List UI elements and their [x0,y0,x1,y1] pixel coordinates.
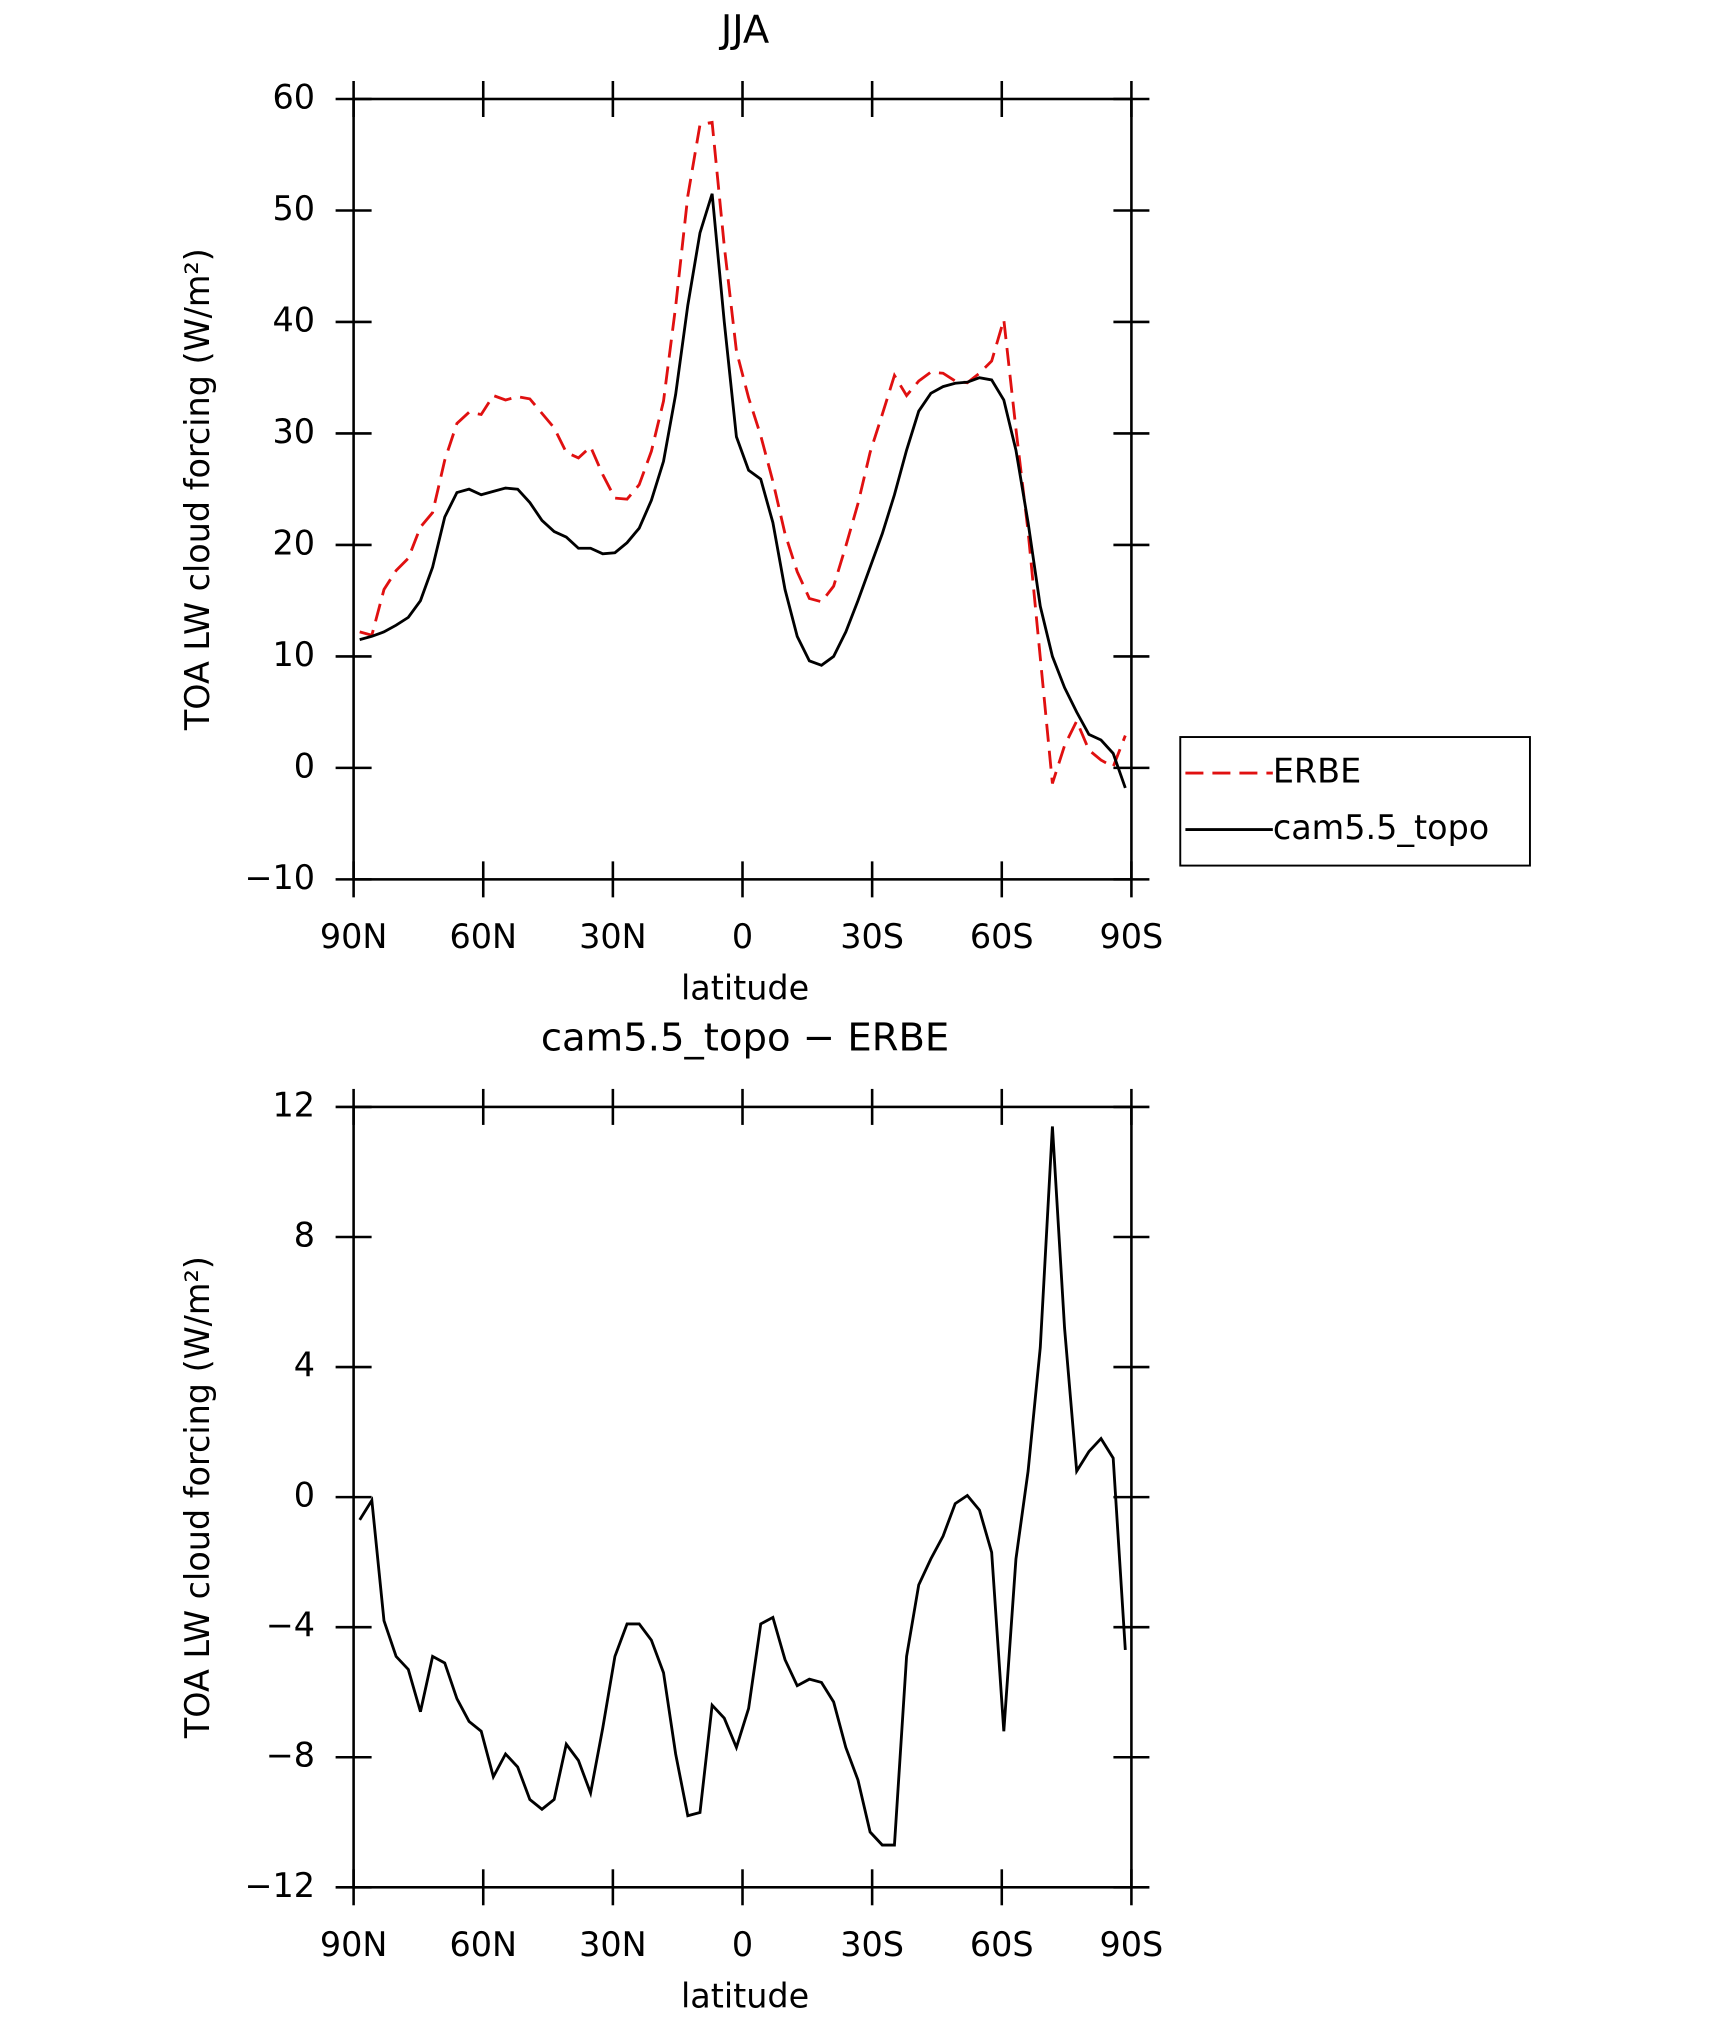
y-tick-label: −8 [266,1736,315,1775]
plot-frame [352,97,1133,881]
data-line [359,193,1127,789]
chart-title: JJA [719,8,770,53]
y-tick-label: 12 [273,1085,316,1124]
x-tick-label: 30S [840,917,904,956]
y-tick-label: −12 [245,1866,316,1905]
data-line [359,120,1127,784]
y-tick-label: 4 [294,1346,315,1385]
x-tick-label: 60N [449,1925,517,1964]
y-tick-label: 60 [273,77,316,116]
plot-frame [352,1105,1133,1889]
y-tick-label: 20 [273,523,316,562]
x-tick-label: 60N [449,917,517,956]
y-tick-label: 8 [294,1215,315,1254]
x-tick-label: 60S [970,917,1034,956]
y-tick-label: 0 [294,746,315,785]
y-tick-label: 30 [273,412,316,451]
y-tick-label: 0 [294,1476,315,1515]
y-tick-label: 40 [273,300,316,339]
x-tick-label: 0 [732,917,753,956]
x-tick-label: 60S [970,1925,1034,1964]
x-tick-label: 30N [579,1925,647,1964]
data-line [358,1126,1127,1847]
x-tick-label: 90S [1100,917,1164,956]
y-tick-label: −4 [266,1606,315,1645]
x-axis-label: latitude [681,968,809,1007]
y-axis-label: TOA LW cloud forcing (W/m²) [178,248,217,731]
y-axis-label: TOA LW cloud forcing (W/m²) [178,1256,217,1739]
x-tick-label: 0 [732,1925,753,1964]
legend-label: ERBE [1273,752,1361,791]
x-tick-label: 90N [320,917,388,956]
chart-title: cam5.5_topo − ERBE [541,1016,949,1061]
x-axis-label: latitude [681,1976,809,2015]
y-tick-label: 50 [273,189,316,228]
y-tick-label: −10 [245,858,316,897]
x-tick-label: 90N [320,1925,388,1964]
x-tick-label: 30S [840,1925,904,1964]
x-tick-label: 30N [579,917,647,956]
legend-box [1179,736,1531,867]
legend-label: cam5.5_topo [1273,808,1489,847]
y-tick-label: 10 [273,635,316,674]
x-tick-label: 90S [1100,1925,1164,1964]
